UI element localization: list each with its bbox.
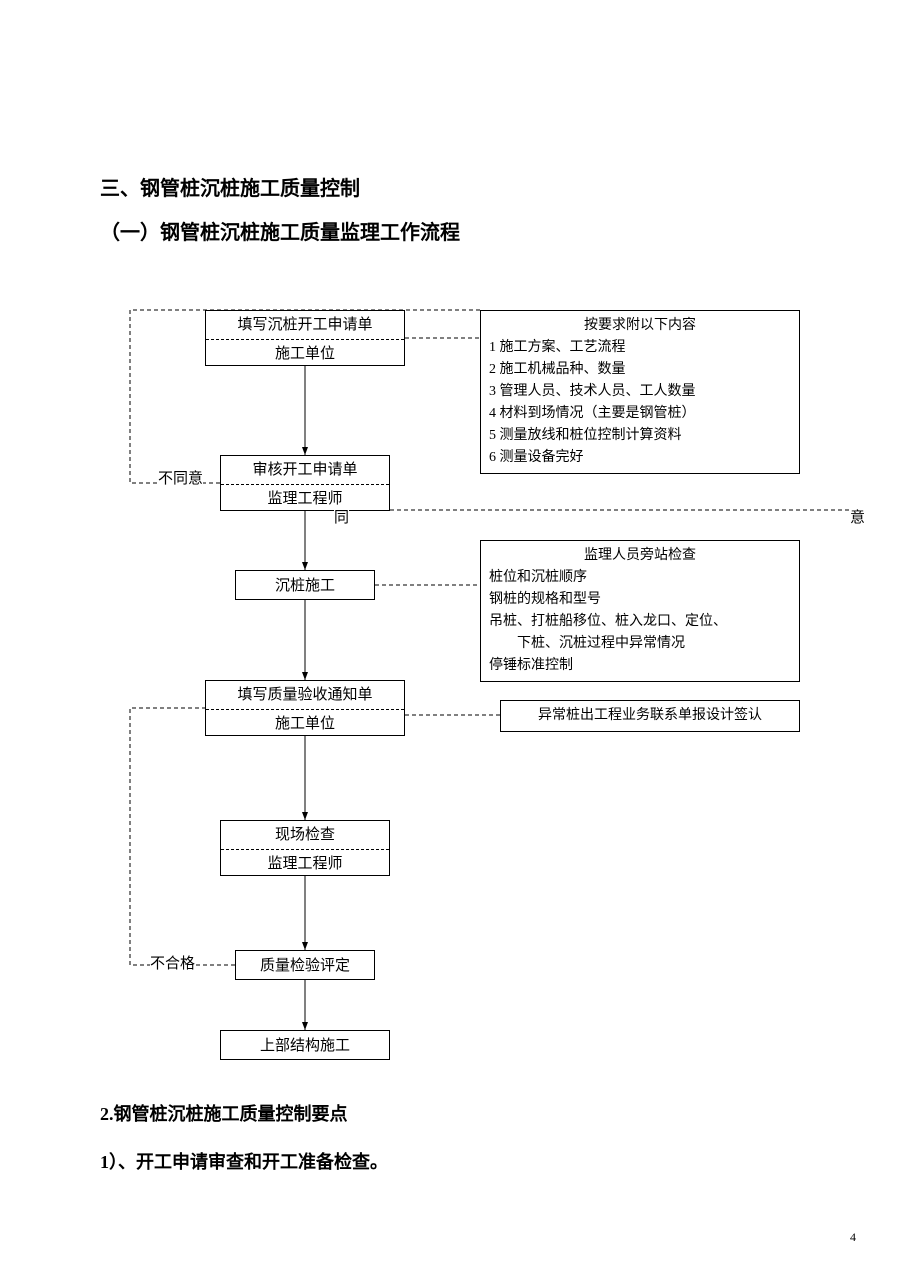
flow-node-n1: 填写沉桩开工申请单施工单位 [205, 310, 405, 366]
label-disagree: 不同意 [158, 467, 203, 488]
heading-sub2: 2.钢管桩沉桩施工质量控制要点 [100, 1100, 348, 1126]
info-box-i1: 按要求附以下内容1 施工方案、工艺流程2 施工机械品种、数量3 管理人员、技术人… [480, 310, 800, 474]
info-box-line: 停锤标准控制 [489, 655, 791, 677]
flow-node-n3: 沉桩施工 [235, 570, 375, 600]
info-box-line: 3 管理人员、技术人员、工人数量 [489, 381, 791, 403]
info-box-line: 6 测量设备完好 [489, 447, 791, 469]
info-box-i3: 异常桩出工程业务联系单报设计签认 [500, 700, 800, 732]
flow-node-n6: 质量检验评定 [235, 950, 375, 980]
node-top-line: 现场检查 [221, 821, 389, 849]
label-agree-left: 同 [334, 506, 349, 527]
info-box-line: 1 施工方案、工艺流程 [489, 337, 791, 359]
info-box-line: 异常桩出工程业务联系单报设计签认 [509, 705, 791, 727]
flow-node-n5: 现场检查监理工程师 [220, 820, 390, 876]
info-box-i2: 监理人员旁站检查桩位和沉桩顺序钢桩的规格和型号吊桩、打桩船移位、桩入龙口、定位、… [480, 540, 800, 682]
flow-node-n2: 审核开工申请单监理工程师 [220, 455, 390, 511]
page-number: 4 [850, 1230, 856, 1245]
info-box-line: 钢桩的规格和型号 [489, 589, 791, 611]
node-top-line: 审核开工申请单 [221, 456, 389, 484]
info-box-title: 按要求附以下内容 [489, 315, 791, 337]
info-box-line: 4 材料到场情况（主要是钢管桩） [489, 403, 791, 425]
label-fail: 不合格 [150, 952, 195, 973]
node-top-line: 填写沉桩开工申请单 [206, 311, 404, 339]
info-box-line: 2 施工机械品种、数量 [489, 359, 791, 381]
info-box-line: 桩位和沉桩顺序 [489, 567, 791, 589]
node-bottom-line: 施工单位 [206, 710, 404, 738]
info-box-line: 吊桩、打桩船移位、桩入龙口、定位、 [489, 611, 791, 633]
heading-sub3: 1）、开工申请审查和开工准备检查。 [100, 1148, 388, 1174]
info-box-title: 监理人员旁站检查 [489, 545, 791, 567]
node-bottom-line: 监理工程师 [221, 485, 389, 513]
node-bottom-line: 监理工程师 [221, 850, 389, 878]
node-top-line: 填写质量验收通知单 [206, 681, 404, 709]
flow-node-n4: 填写质量验收通知单施工单位 [205, 680, 405, 736]
node-bottom-line: 施工单位 [206, 340, 404, 368]
page: 三、钢管桩沉桩施工质量控制 （一）钢管桩沉桩施工质量监理工作流程 填写沉桩开工申… [0, 0, 920, 1267]
info-box-line: 5 测量放线和桩位控制计算资料 [489, 425, 791, 447]
label-agree-right: 意 [850, 506, 865, 527]
flow-node-n7: 上部结构施工 [220, 1030, 390, 1060]
info-box-line: 下桩、沉桩过程中异常情况 [489, 633, 791, 655]
